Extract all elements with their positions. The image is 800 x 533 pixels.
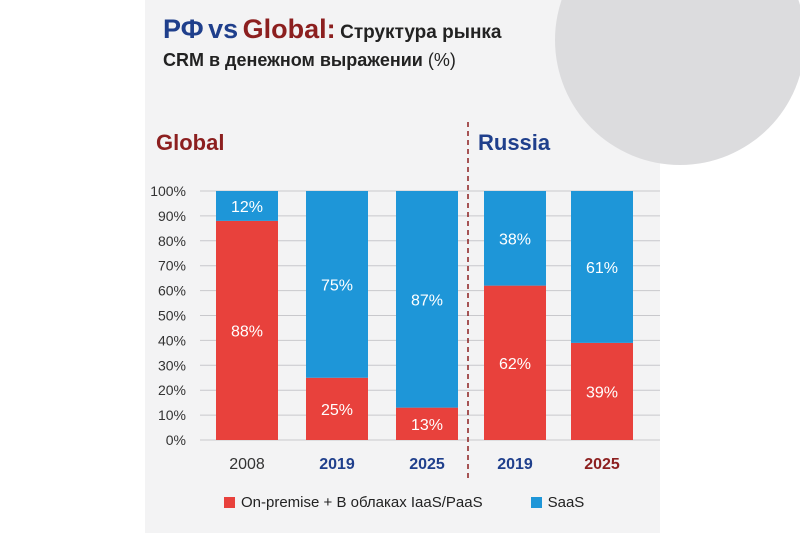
title-subject: Структура рынка	[340, 22, 502, 43]
bar-segment-onprem	[306, 377, 368, 440]
legend-swatch-onprem	[224, 497, 235, 508]
title-global: Global:	[242, 14, 336, 44]
legend-label-onprem: On-premise + В облаках IaaS/PaaS	[241, 494, 483, 511]
legend-item-saas: SaaS	[530, 494, 585, 511]
data-label: 75%	[321, 277, 353, 294]
x-tick-label: 2019	[319, 456, 355, 473]
title-line2-percent: (%)	[427, 50, 456, 70]
bar-segment-onprem	[484, 285, 546, 440]
y-tick-label: 100%	[150, 183, 186, 199]
data-label: 87%	[411, 292, 443, 309]
x-tick-label: 2025	[409, 456, 445, 473]
data-label: 12%	[231, 199, 263, 216]
bar-segment-saas	[571, 191, 633, 343]
data-label: 38%	[499, 231, 531, 248]
bar-segment-saas	[396, 191, 458, 408]
bar-segment-onprem	[396, 407, 458, 440]
x-tick-label: 2025	[584, 456, 620, 473]
title-vs: vs	[208, 14, 239, 44]
data-label: 13%	[411, 417, 443, 434]
x-tick-label: 2019	[497, 456, 533, 473]
data-label: 62%	[499, 356, 531, 373]
y-tick-label: 50%	[158, 308, 186, 324]
legend-swatch-saas	[530, 497, 542, 508]
group-label-russia: Russia	[478, 130, 551, 155]
y-tick-label: 90%	[158, 208, 186, 224]
legend-label-saas: SaaS	[547, 494, 585, 511]
bar-segment-saas	[216, 191, 278, 221]
y-tick-label: 10%	[158, 407, 186, 423]
bar-segment-saas	[484, 191, 546, 286]
group-label-global: Global	[156, 130, 225, 155]
bar-segment-saas	[306, 191, 368, 378]
y-tick-label: 70%	[158, 258, 186, 274]
data-label: 88%	[231, 323, 263, 340]
legend-item-onprem: On-premise + В облаках IaaS/PaaS	[224, 494, 483, 511]
legend: On-premise + В облаках IaaS/PaaS SaaS	[224, 494, 584, 511]
bar-segment-onprem	[571, 342, 633, 440]
title-rf: РФ	[163, 14, 204, 44]
x-tick-label: 2008	[229, 456, 265, 473]
y-tick-label: 0%	[166, 432, 186, 448]
data-label: 61%	[586, 260, 618, 277]
y-tick-label: 40%	[158, 332, 186, 348]
y-tick-label: 30%	[158, 357, 186, 373]
chart-title-line1: РФ vs Global: Структура рынка	[163, 14, 502, 45]
y-tick-label: 20%	[158, 382, 186, 398]
data-label: 39%	[586, 384, 618, 401]
y-tick-label: 80%	[158, 233, 186, 249]
bar-segment-onprem	[216, 220, 278, 440]
data-label: 25%	[321, 402, 353, 419]
chart-title-line2: CRM в денежном выражении (%)	[163, 50, 456, 71]
title-line2-main: CRM в денежном выражении	[163, 50, 423, 70]
y-tick-label: 60%	[158, 283, 186, 299]
